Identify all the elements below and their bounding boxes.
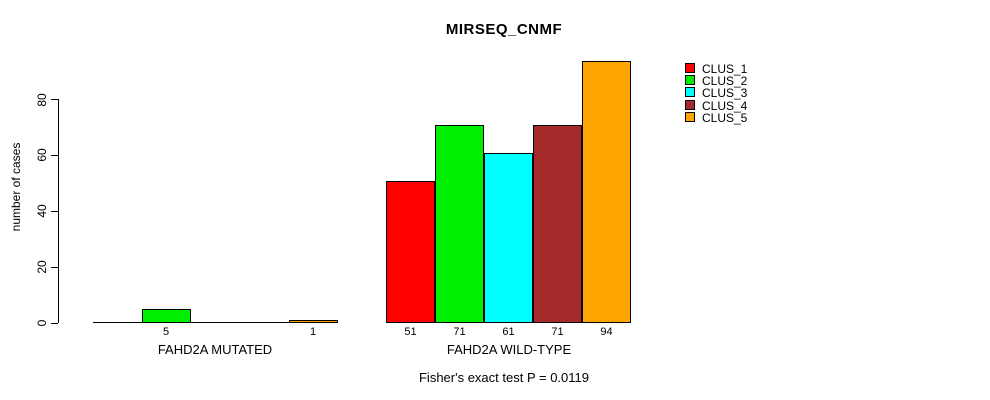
y-axis-tick-label: 40	[35, 204, 49, 218]
bar-value-label: 1	[309, 326, 317, 338]
y-axis-title: number of cases	[9, 142, 23, 232]
zero-bar-clus_4-group0	[239, 322, 289, 323]
bar-value-label: 71	[453, 326, 466, 338]
zero-bar-clus_1-group0	[92, 322, 142, 323]
legend-label: CLUS_2	[702, 74, 748, 89]
chart-title: MIRSEQ_CNMF	[445, 21, 563, 38]
y-axis-tick	[51, 154, 58, 156]
bar-clus_2-group1	[435, 125, 484, 323]
y-axis-tick-label: 20	[35, 260, 49, 274]
bar-value-label: 71	[551, 326, 564, 338]
y-axis-tick-label: 60	[35, 148, 49, 163]
y-axis-tick	[51, 210, 58, 212]
legend-label: CLUS_4	[702, 98, 748, 113]
y-axis-line	[58, 99, 59, 323]
bar-value-label: 5	[162, 326, 170, 338]
bar-clus_2-group0	[141, 309, 191, 323]
legend-label: CLUS_3	[702, 86, 748, 101]
bar-clus_3-group1	[484, 153, 533, 323]
y-axis-tick-label: 80	[35, 92, 49, 107]
legend-label: CLUS_5	[702, 110, 748, 125]
y-axis-tick	[51, 322, 58, 324]
bar-value-label: 94	[600, 326, 613, 338]
x-group-label-mutated: FAHD2A MUTATED	[157, 342, 273, 357]
y-axis-tick-label: 0	[35, 319, 49, 327]
bar-clus_1-group1	[386, 181, 435, 323]
bar-clus_5-group0	[288, 320, 338, 323]
bar-clus_4-group1	[533, 125, 582, 323]
y-axis-tick	[51, 99, 58, 101]
x-group-label-wildtype: FAHD2A WILD-TYPE	[446, 342, 572, 357]
bar-value-label: 51	[404, 326, 417, 338]
zero-bar-clus_3-group0	[190, 322, 240, 323]
bar-clus_5-group1	[582, 61, 631, 323]
y-axis-tick	[51, 266, 58, 268]
legend-swatch-clus_1	[685, 63, 695, 73]
fisher-test-annotation: Fisher's exact test P = 0.0119	[418, 370, 590, 385]
bar-value-label: 61	[502, 326, 515, 338]
legend-swatch-clus_4	[685, 99, 695, 110]
legend-swatch-clus_5	[685, 111, 695, 122]
legend-swatch-clus_3	[685, 87, 695, 98]
legend-label: CLUS_1	[702, 62, 748, 76]
legend-swatch-clus_2	[685, 75, 695, 86]
